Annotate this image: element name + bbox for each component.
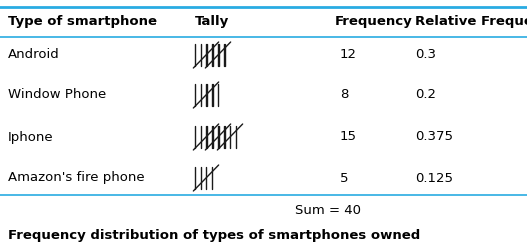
Text: Frequency distribution of types of smartphones owned: Frequency distribution of types of smart… <box>8 228 420 241</box>
Text: Tally: Tally <box>195 16 229 28</box>
Text: 0.2: 0.2 <box>415 88 436 102</box>
Text: 0.3: 0.3 <box>415 48 436 62</box>
Text: 0.375: 0.375 <box>415 130 453 143</box>
Text: Frequency: Frequency <box>335 16 413 28</box>
Text: 5: 5 <box>340 172 348 184</box>
Text: 12: 12 <box>340 48 357 62</box>
Text: Iphone: Iphone <box>8 130 54 143</box>
Text: 0.125: 0.125 <box>415 172 453 184</box>
Text: 8: 8 <box>340 88 348 102</box>
Text: Window Phone: Window Phone <box>8 88 106 102</box>
Text: Relative Frequency: Relative Frequency <box>415 16 527 28</box>
Text: Amazon's fire phone: Amazon's fire phone <box>8 172 144 184</box>
Text: Android: Android <box>8 48 60 62</box>
Text: 15: 15 <box>340 130 357 143</box>
Text: Type of smartphone: Type of smartphone <box>8 16 157 28</box>
Text: Sum = 40: Sum = 40 <box>295 204 361 216</box>
